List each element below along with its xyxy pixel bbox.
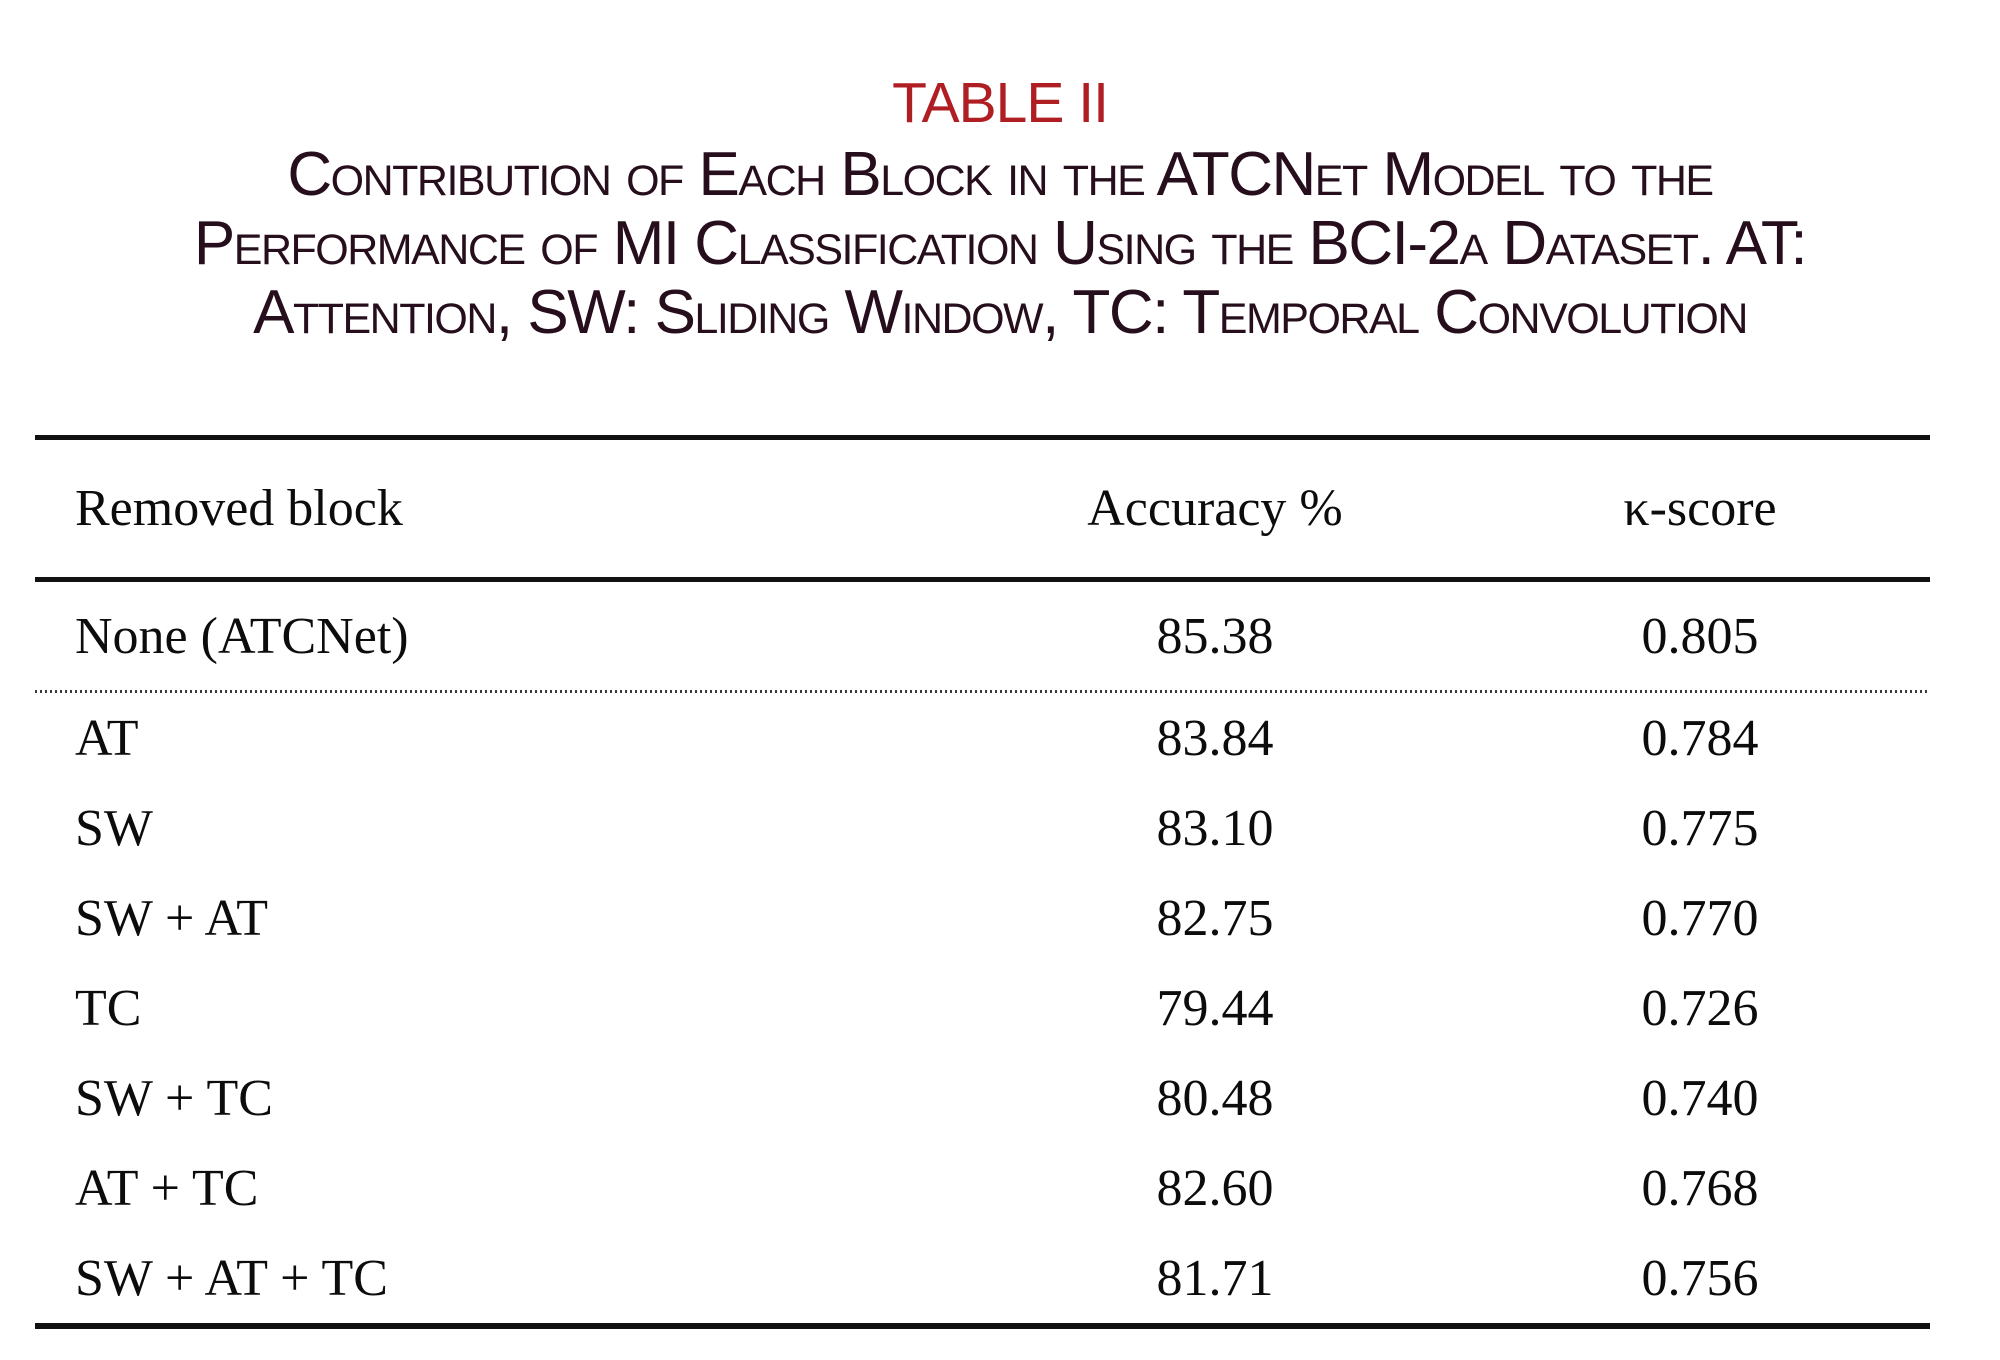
table-bottom-rule (35, 1323, 1930, 1329)
table-number: TABLE II (892, 71, 1109, 135)
kappa-value: 0.770 (1641, 889, 1759, 947)
accuracy-value: 83.10 (1156, 799, 1274, 857)
kappa-value: 0.775 (1641, 799, 1759, 857)
results-table: Removed block Accuracy % κ-score None (A… (35, 435, 1930, 1329)
row-label: SW + TC (75, 1069, 273, 1127)
table-row: AT 83.84 0.784 (35, 693, 1930, 783)
row-label: None (ATCNet) (75, 607, 409, 665)
table-header-row: Removed block Accuracy % κ-score (35, 440, 1930, 577)
caption-line-3: Attention, SW: Sliding Window, TC: Tempo… (253, 278, 1748, 347)
table-top-rule (35, 435, 1930, 440)
kappa-value: 0.784 (1641, 709, 1759, 767)
table-dotted-separator (35, 690, 1930, 693)
row-label: SW + AT (75, 889, 269, 947)
table-caption: Contribution of Each Block in the ATCNet… (0, 140, 2000, 347)
table-row: SW + AT + TC 81.71 0.756 (35, 1233, 1930, 1323)
row-label: TC (75, 979, 142, 1037)
kappa-value: 0.756 (1641, 1249, 1759, 1307)
table-row: SW + AT 82.75 0.770 (35, 873, 1930, 963)
table-row-baseline: None (ATCNet) 85.38 0.805 (35, 582, 1930, 690)
caption-line-2: Performance of MI Classification Using t… (193, 209, 1808, 278)
row-label: AT + TC (75, 1159, 259, 1217)
table-row: SW 83.10 0.775 (35, 783, 1930, 873)
accuracy-value: 83.84 (1156, 709, 1274, 767)
accuracy-value: 79.44 (1156, 979, 1274, 1037)
row-label: SW + AT + TC (75, 1249, 388, 1307)
row-label: SW (75, 799, 153, 857)
accuracy-value: 81.71 (1156, 1249, 1274, 1307)
kappa-value: 0.768 (1641, 1159, 1759, 1217)
kappa-value: 0.726 (1641, 979, 1759, 1037)
accuracy-value: 82.75 (1156, 889, 1274, 947)
table-row: TC 79.44 0.726 (35, 963, 1930, 1053)
kappa-value: 0.805 (1641, 607, 1759, 665)
figure-title-block: TABLE II Contribution of Each Block in t… (0, 0, 2000, 347)
column-header-removed-block: Removed block (75, 480, 403, 537)
accuracy-value: 85.38 (1156, 607, 1274, 665)
table-row: AT + TC 82.60 0.768 (35, 1143, 1930, 1233)
table-header-rule (35, 577, 1930, 582)
column-header-accuracy: Accuracy % (1087, 480, 1343, 537)
table-row: SW + TC 80.48 0.740 (35, 1053, 1930, 1143)
accuracy-value: 80.48 (1156, 1069, 1274, 1127)
accuracy-value: 82.60 (1156, 1159, 1274, 1217)
kappa-value: 0.740 (1641, 1069, 1759, 1127)
caption-line-1: Contribution of Each Block in the ATCNet… (287, 140, 1714, 209)
column-header-kappa-score: κ-score (1623, 480, 1777, 537)
row-label: AT (75, 709, 139, 767)
